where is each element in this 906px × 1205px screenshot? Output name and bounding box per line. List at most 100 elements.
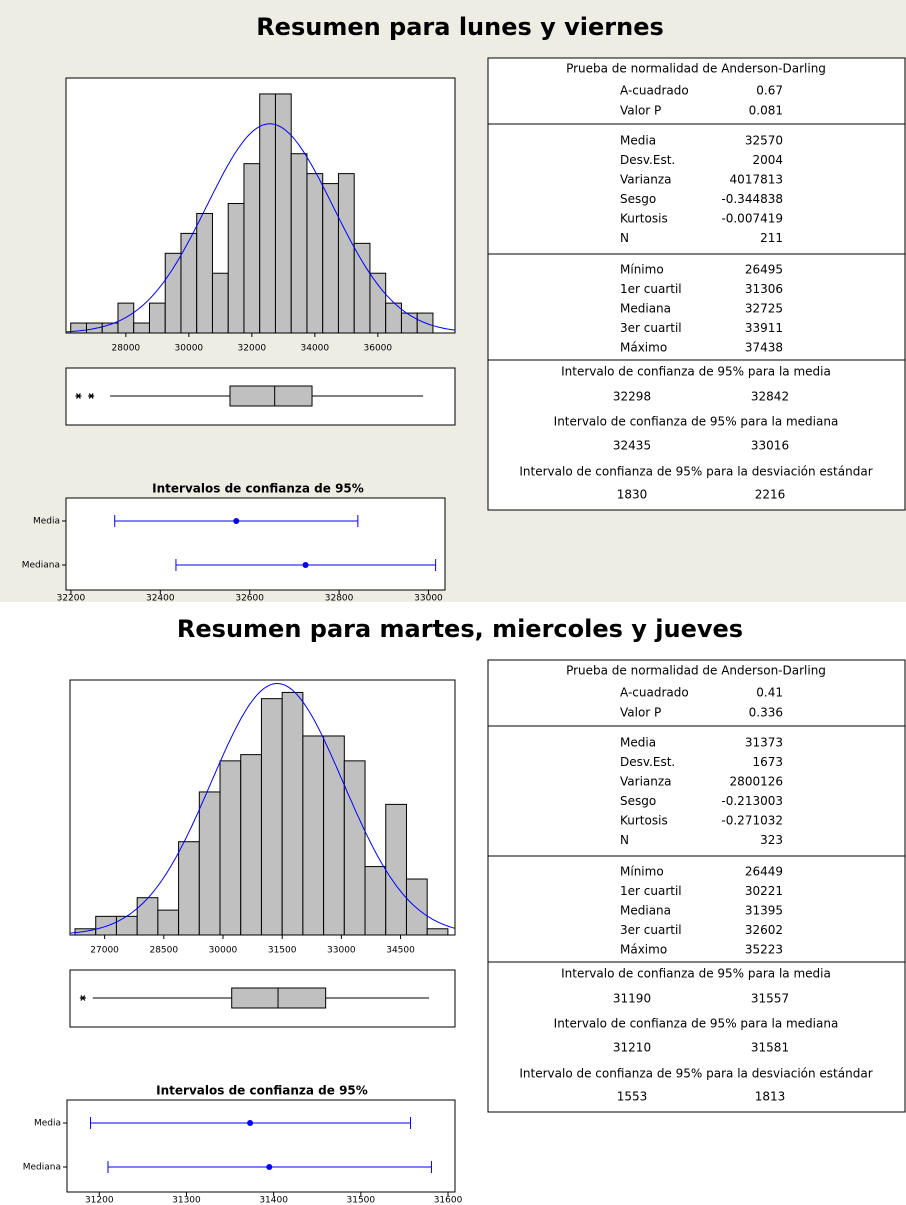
outlier [88,393,95,399]
stat-value: 35223 [745,943,783,957]
interval-high: 31557 [751,992,789,1006]
stats-table [487,57,906,511]
stat-label: 3er cuartil [620,321,682,335]
x-tick-label: 31400 [259,1196,288,1205]
stat-label: Media [620,736,656,750]
interval-high: 32842 [751,390,789,404]
x-tick-label: 34000 [301,344,330,354]
stat-label: Kurtosis [620,212,668,226]
y-tick-label: Media [33,517,60,527]
stat-value: 323 [760,833,783,847]
x-tick-label: 32600 [235,594,264,604]
stat-value: 2800126 [730,775,783,789]
normal-curve [65,123,456,333]
stat-value: 26449 [745,865,783,879]
histogram-bar [281,691,304,936]
outlier [75,393,82,399]
stat-label: Máximo [620,341,667,355]
interval-low: 1553 [617,1090,648,1104]
estimate-point [233,518,240,524]
stat-value: -0.007419 [721,212,783,226]
stat-value: 26495 [745,263,783,277]
interval-heading: Intervalo de confianza de 95% para la me… [561,365,831,379]
interval-high: 2216 [755,488,786,502]
histogram-bar [274,93,292,334]
x-tick-label: 31500 [347,1196,376,1205]
x-tick-label: 32800 [325,594,354,604]
stat-label: A-cuadrado [620,84,689,98]
stat-value: 0.67 [756,84,783,98]
stat-value: 31306 [745,282,783,296]
panel-title: Resumen para martes, miercoles y jueves [177,615,743,643]
interval-heading: Intervalo de confianza de 95% para la de… [519,465,872,479]
stat-label: 3er cuartil [620,923,682,937]
y-tick-label: Mediana [22,561,60,571]
interval-low: 32435 [613,439,651,453]
histogram-bar [198,791,221,936]
stat-value: 0.41 [756,686,783,700]
x-tick-label: 31600 [434,1196,463,1205]
outlier [79,995,86,1001]
interval-high: 33016 [751,439,789,453]
histogram-bar [306,173,324,334]
panel-title: Resumen para lunes y viernes [256,13,664,41]
stat-value: -0.344838 [721,192,783,206]
stat-label: 1er cuartil [620,282,682,296]
histogram-bar [260,698,283,936]
histogram-bar [322,183,339,334]
stat-value: -0.271032 [721,814,783,828]
interval-high: 31581 [751,1041,789,1055]
histogram-bar [302,735,325,936]
stat-value: 32725 [745,302,783,316]
stat-label: Desv.Est. [620,153,675,167]
x-tick-label: 30000 [209,946,238,956]
interval-low: 1830 [617,488,648,502]
histogram-bar [157,909,180,936]
histogram-bar [243,163,261,334]
histogram-bar [115,915,138,936]
y-tick-label: Mediana [23,1163,61,1173]
stat-value: 37438 [745,341,783,355]
histogram-bar [95,915,117,936]
stat-label: Valor P [620,104,661,118]
x-tick-label: 32200 [57,594,86,604]
stat-value: 32570 [745,134,783,148]
stat-value: 1673 [752,755,783,769]
stat-value: 30221 [745,884,783,898]
stat-value: 31395 [745,904,783,918]
histogram-bar [259,93,276,334]
x-tick-label: 28500 [149,946,178,956]
x-tick-label: 36000 [364,344,393,354]
x-tick-label: 33000 [414,594,443,604]
stat-label: Valor P [620,706,661,720]
stat-value: 33911 [745,321,783,335]
histogram-bar [353,242,371,334]
histogram-bar [343,760,366,936]
stat-value: 31373 [745,736,783,750]
interval-heading: Intervalo de confianza de 95% para la me… [561,967,831,981]
histogram-bar [400,312,418,334]
stat-value: 211 [760,231,783,245]
stat-label: Sesgo [620,192,656,206]
histogram-bar [385,803,407,936]
x-tick-label: 32400 [146,594,175,604]
stat-label: Mediana [620,904,671,918]
normal-curve [69,683,456,934]
histogram-bar [405,878,428,936]
histogram-bar [85,322,103,334]
stat-label: Kurtosis [620,814,668,828]
histogram-bar [227,203,245,334]
histogram-bar [133,322,150,334]
x-tick-label: 30000 [175,344,204,354]
stat-label: Media [620,134,656,148]
plot-frame [66,1099,456,1193]
box [231,987,327,1009]
histogram-bar [240,754,262,936]
table-heading: Prueba de normalidad de Anderson-Darling [566,62,826,76]
stat-value: 32602 [745,923,783,937]
histogram-bar [178,841,200,936]
stat-label: Varianza [620,173,672,187]
histogram-bar [164,252,182,334]
x-tick-label: 28000 [112,344,141,354]
